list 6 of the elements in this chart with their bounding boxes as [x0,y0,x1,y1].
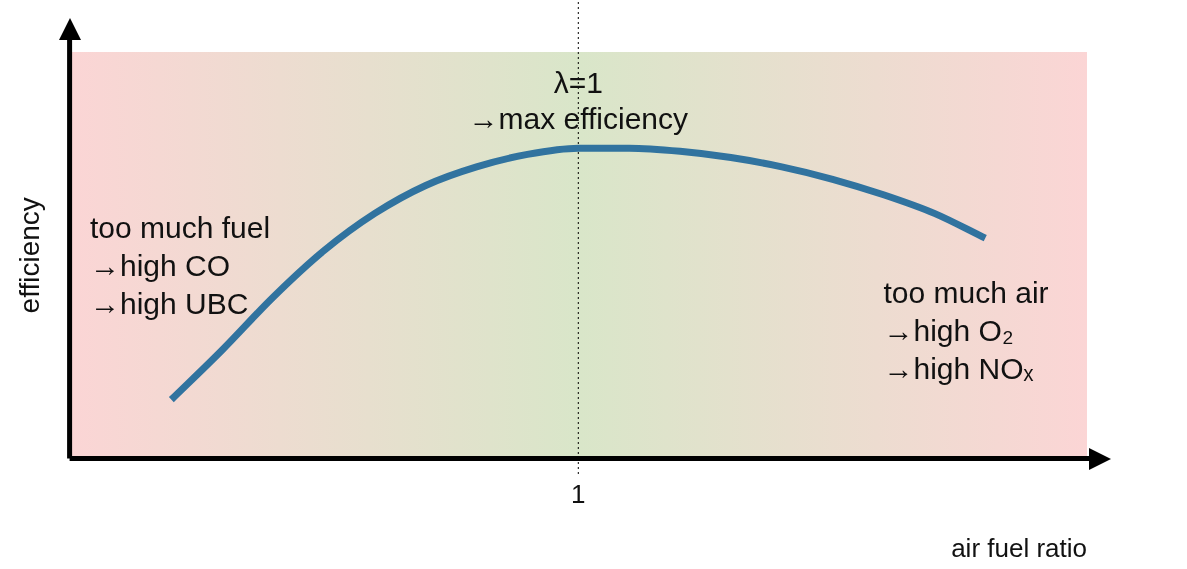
annotation: too much air →high O₂ →high NOₓ [883,275,1049,385]
y-axis-title: efficiency [13,197,45,314]
annotation: too much fuel →high CO →high UBC [89,210,271,320]
text: λ=1 →max efficiency [468,66,689,136]
text: 1 [571,478,586,509]
x-axis-title: air fuel ratio [951,532,1087,563]
